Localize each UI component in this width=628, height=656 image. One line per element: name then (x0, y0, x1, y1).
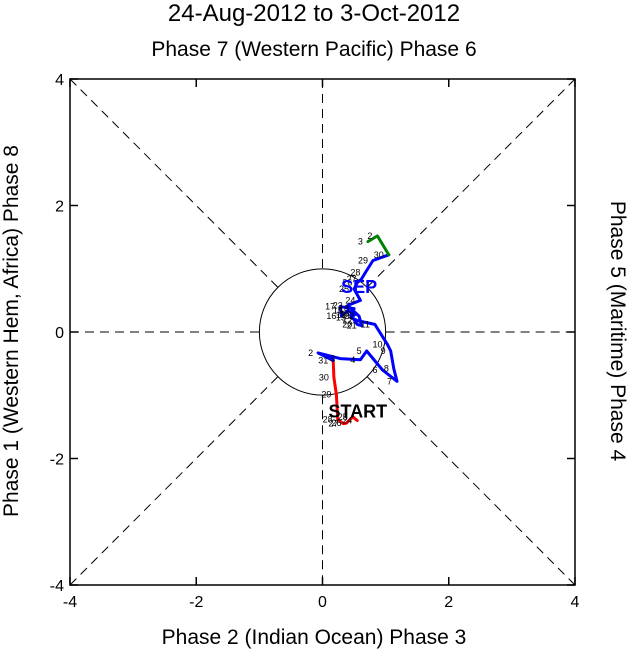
day-label-september-4: 4 (350, 355, 355, 365)
day-label-september-11: 11 (361, 319, 370, 329)
day-label-september-19: 19 (336, 310, 346, 320)
unit-circle (258, 268, 387, 396)
day-label-september-28: 28 (350, 268, 360, 278)
day-label-august-29: 29 (321, 390, 331, 400)
day-label-september-15: 15 (333, 305, 343, 315)
day-label-september-2: 2 (308, 348, 313, 358)
x-tick-label-2: 0 (318, 594, 327, 611)
day-label-september-9: 9 (381, 346, 386, 356)
x-tick-label-3: 2 (444, 594, 453, 611)
day-label-august-28: 28 (323, 414, 333, 424)
day-label-september-12: 12 (342, 316, 352, 326)
diagonal-guide-1 (366, 78, 576, 288)
series-line-october (366, 234, 391, 257)
phase-guides (69, 78, 576, 586)
day-label-september-6: 6 (372, 365, 377, 375)
diagonal-guide-2 (366, 376, 576, 586)
annotation-start: START (329, 401, 388, 421)
day-label-august-26: 26 (331, 418, 341, 428)
day-label-september-23: 23 (333, 300, 343, 310)
y-tick-label-3: 2 (55, 199, 64, 216)
series-line-august (331, 359, 359, 426)
day-label-september-14: 14 (340, 309, 350, 319)
day-label-september-18: 18 (339, 304, 349, 314)
day-label-october-2: 2 (367, 231, 372, 241)
day-label-september-16: 16 (326, 311, 336, 321)
day-label-september-26: 26 (342, 278, 352, 288)
top-phase-label: Phase 7 (Western Pacific) Phase 6 (151, 38, 477, 61)
day-label-september-10: 10 (373, 340, 383, 350)
annotation-sep: SEP (341, 277, 377, 297)
x-axis-label: Phase 2 (Indian Ocean) Phase 3 (161, 626, 467, 649)
day-label-august-25: 25 (338, 412, 348, 422)
day-label-september-20: 20 (342, 319, 352, 329)
day-label-august-30: 30 (319, 373, 329, 383)
day-label-september-29: 29 (358, 256, 368, 266)
day-label-september-7: 7 (387, 376, 392, 386)
day-label-september-27: 27 (347, 274, 357, 284)
day-label-september-24: 24 (345, 295, 355, 305)
diagonal-guide-4 (69, 376, 279, 586)
day-label-september-30: 30 (374, 250, 384, 260)
day-label-august-31: 31 (318, 355, 328, 365)
day-label-october-3: 3 (358, 237, 363, 247)
series-layer (316, 234, 399, 426)
day-label-september-22: 22 (344, 311, 354, 321)
day-label-september-17: 17 (325, 302, 335, 312)
series-line-september (316, 253, 399, 383)
chart-title: 24-Aug-2012 to 3-Oct-2012 (167, 0, 461, 27)
y-tick-label-4: 4 (55, 72, 64, 89)
day-label-september-25: 25 (339, 284, 349, 294)
annotations: START SEP (329, 277, 388, 422)
y-tick-label-1: -2 (50, 452, 64, 469)
day-label-september-21: 21 (347, 321, 357, 331)
day-label-september-13: 13 (336, 312, 346, 322)
diagonal-guide-3 (69, 78, 279, 288)
y-tick-label-0: -4 (50, 578, 64, 595)
x-tick-label-1: -2 (189, 594, 203, 611)
day-label-august-24: 24 (342, 416, 352, 426)
day-label-august-27: 27 (328, 419, 338, 429)
day-label-september-8: 8 (384, 364, 389, 374)
day-label-september-3: 3 (330, 354, 335, 364)
y-tick-label-2: 0 (55, 325, 64, 342)
x-tick-label-4: 4 (571, 594, 580, 611)
x-tick-label-0: -4 (63, 594, 77, 611)
day-label-september-5: 5 (357, 346, 362, 356)
